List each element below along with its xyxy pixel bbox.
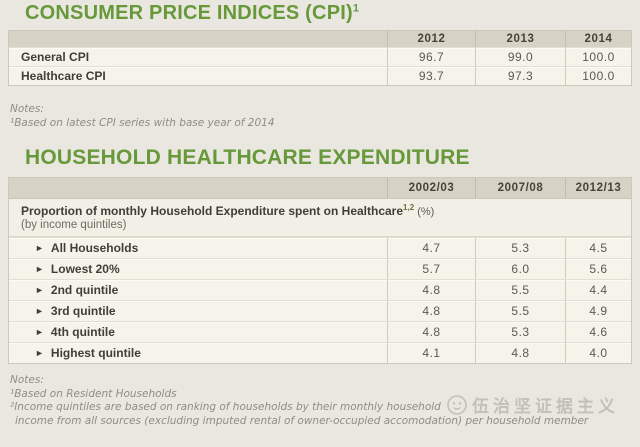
- arrow-bullet-icon: ►: [35, 284, 44, 295]
- cell-value: 5.5: [475, 301, 565, 321]
- cell-value: 5.3: [475, 322, 565, 342]
- cell-value: 4.4: [565, 280, 631, 300]
- cell-value: 5.5: [475, 280, 565, 300]
- cell-value: 99.0: [475, 48, 565, 66]
- arrow-bullet-icon: ►: [35, 305, 44, 316]
- notes-heading: Notes:: [10, 374, 44, 386]
- expenditure-notes: Notes: ¹Based on Resident Households ²In…: [10, 374, 588, 428]
- row-label: General CPI: [21, 50, 90, 64]
- cell-value: 5.3: [475, 238, 565, 258]
- subheader-title-text: Proportion of monthly Household Expendit…: [21, 204, 404, 218]
- cell-value: 96.7: [387, 48, 475, 66]
- cpi-header-year-2012: 2012: [387, 31, 475, 47]
- cpi-notes: Notes: ¹Based on latest CPI series with …: [10, 103, 275, 130]
- cell-value: 4.7: [387, 238, 475, 258]
- cell-value: 4.6: [565, 322, 631, 342]
- row-label-text: 4th quintile: [50, 325, 115, 339]
- subheader-subtitle: (by income quintiles): [21, 219, 127, 231]
- cell-value: 100.0: [565, 48, 631, 66]
- cell-value: 4.9: [565, 301, 631, 321]
- expenditure-header-2012-13: 2012/13: [565, 178, 631, 198]
- subheader-unit: (%): [414, 206, 435, 218]
- row-label: ► Lowest 20%: [9, 262, 387, 276]
- table-row-all-households: ► All Households 4.7 5.3 4.5: [9, 237, 631, 258]
- cell-value: 93.7: [387, 67, 475, 85]
- row-label: ► 2nd quintile: [9, 283, 387, 297]
- household-expenditure-table: 2002/03 2007/08 2012/13 Proportion of mo…: [8, 177, 632, 364]
- cell-value: 4.0: [565, 343, 631, 363]
- arrow-bullet-icon: ►: [35, 242, 44, 253]
- cell-value: 4.8: [387, 322, 475, 342]
- expenditure-header-2002-03: 2002/03: [387, 178, 475, 198]
- table-row-3rd-quintile: ► 3rd quintile 4.8 5.5 4.9: [9, 300, 631, 321]
- cpi-title-text: CONSUMER PRICE INDICES (CPI): [25, 2, 353, 24]
- table-row-2nd-quintile: ► 2nd quintile 4.8 5.5 4.4: [9, 279, 631, 300]
- cell-value: 5.6: [565, 259, 631, 279]
- cpi-title-footnote-marker: 1: [352, 2, 360, 15]
- table-row-lowest-20: ► Lowest 20% 5.7 6.0 5.6: [9, 258, 631, 279]
- cell-value: 4.8: [387, 301, 475, 321]
- cell-value: 100.0: [565, 67, 631, 85]
- row-label-text: All Households: [50, 241, 139, 255]
- note-line: ²Income quintiles are based on ranking o…: [10, 401, 441, 413]
- cell-value: 4.1: [387, 343, 475, 363]
- cell-value: 5.7: [387, 259, 475, 279]
- row-label: ► 3rd quintile: [9, 304, 387, 318]
- table-row-highest-quintile: ► Highest quintile 4.1 4.8 4.0: [9, 342, 631, 363]
- table-row-healthcare-cpi: Healthcare CPI 93.7 97.3 100.0: [9, 66, 631, 85]
- cpi-section-title: CONSUMER PRICE INDICES (CPI)1: [25, 2, 359, 25]
- note-line: ¹Based on Resident Households: [10, 387, 177, 400]
- row-label-text: Highest quintile: [50, 346, 141, 360]
- note-line: income from all sources (excluding imput…: [15, 414, 589, 427]
- row-label-text: 2nd quintile: [50, 283, 119, 297]
- table-row-general-cpi: General CPI 96.7 99.0 100.0: [9, 47, 631, 66]
- household-expenditure-section-title: HOUSEHOLD HEALTHCARE EXPENDITURE: [25, 146, 470, 169]
- expenditure-table-header-row: 2002/03 2007/08 2012/13: [9, 178, 631, 198]
- cpi-table-header-row: 2012 2013 2014: [9, 31, 631, 47]
- notes-heading: Notes:: [10, 103, 44, 115]
- expenditure-subheader-row: Proportion of monthly Household Expendit…: [9, 198, 631, 237]
- expenditure-header-2007-08: 2007/08: [475, 178, 565, 198]
- row-label: Healthcare CPI: [21, 69, 106, 83]
- table-row-4th-quintile: ► 4th quintile 4.8 5.3 4.6: [9, 321, 631, 342]
- cpi-table: 2012 2013 2014 General CPI 96.7 99.0 100…: [8, 30, 632, 86]
- row-label: ► 4th quintile: [9, 325, 387, 339]
- arrow-bullet-icon: ►: [35, 263, 44, 274]
- row-label: ► All Households: [9, 241, 387, 255]
- row-label-text: 3rd quintile: [50, 304, 116, 318]
- row-label-text: Lowest 20%: [50, 262, 120, 276]
- row-label: ► Highest quintile: [9, 346, 387, 360]
- cpi-header-year-2013: 2013: [475, 31, 565, 47]
- cell-value: 4.8: [387, 280, 475, 300]
- note-line: ¹Based on latest CPI series with base ye…: [10, 116, 275, 129]
- arrow-bullet-icon: ►: [35, 347, 44, 358]
- subheader-title: Proportion of monthly Household Expendit…: [21, 203, 631, 218]
- arrow-bullet-icon: ►: [35, 326, 44, 337]
- cpi-header-year-2014: 2014: [565, 31, 631, 47]
- cell-value: 4.5: [565, 238, 631, 258]
- cell-value: 97.3: [475, 67, 565, 85]
- subheader-footnote-marker: 1,2: [403, 203, 415, 212]
- cell-value: 6.0: [475, 259, 565, 279]
- cell-value: 4.8: [475, 343, 565, 363]
